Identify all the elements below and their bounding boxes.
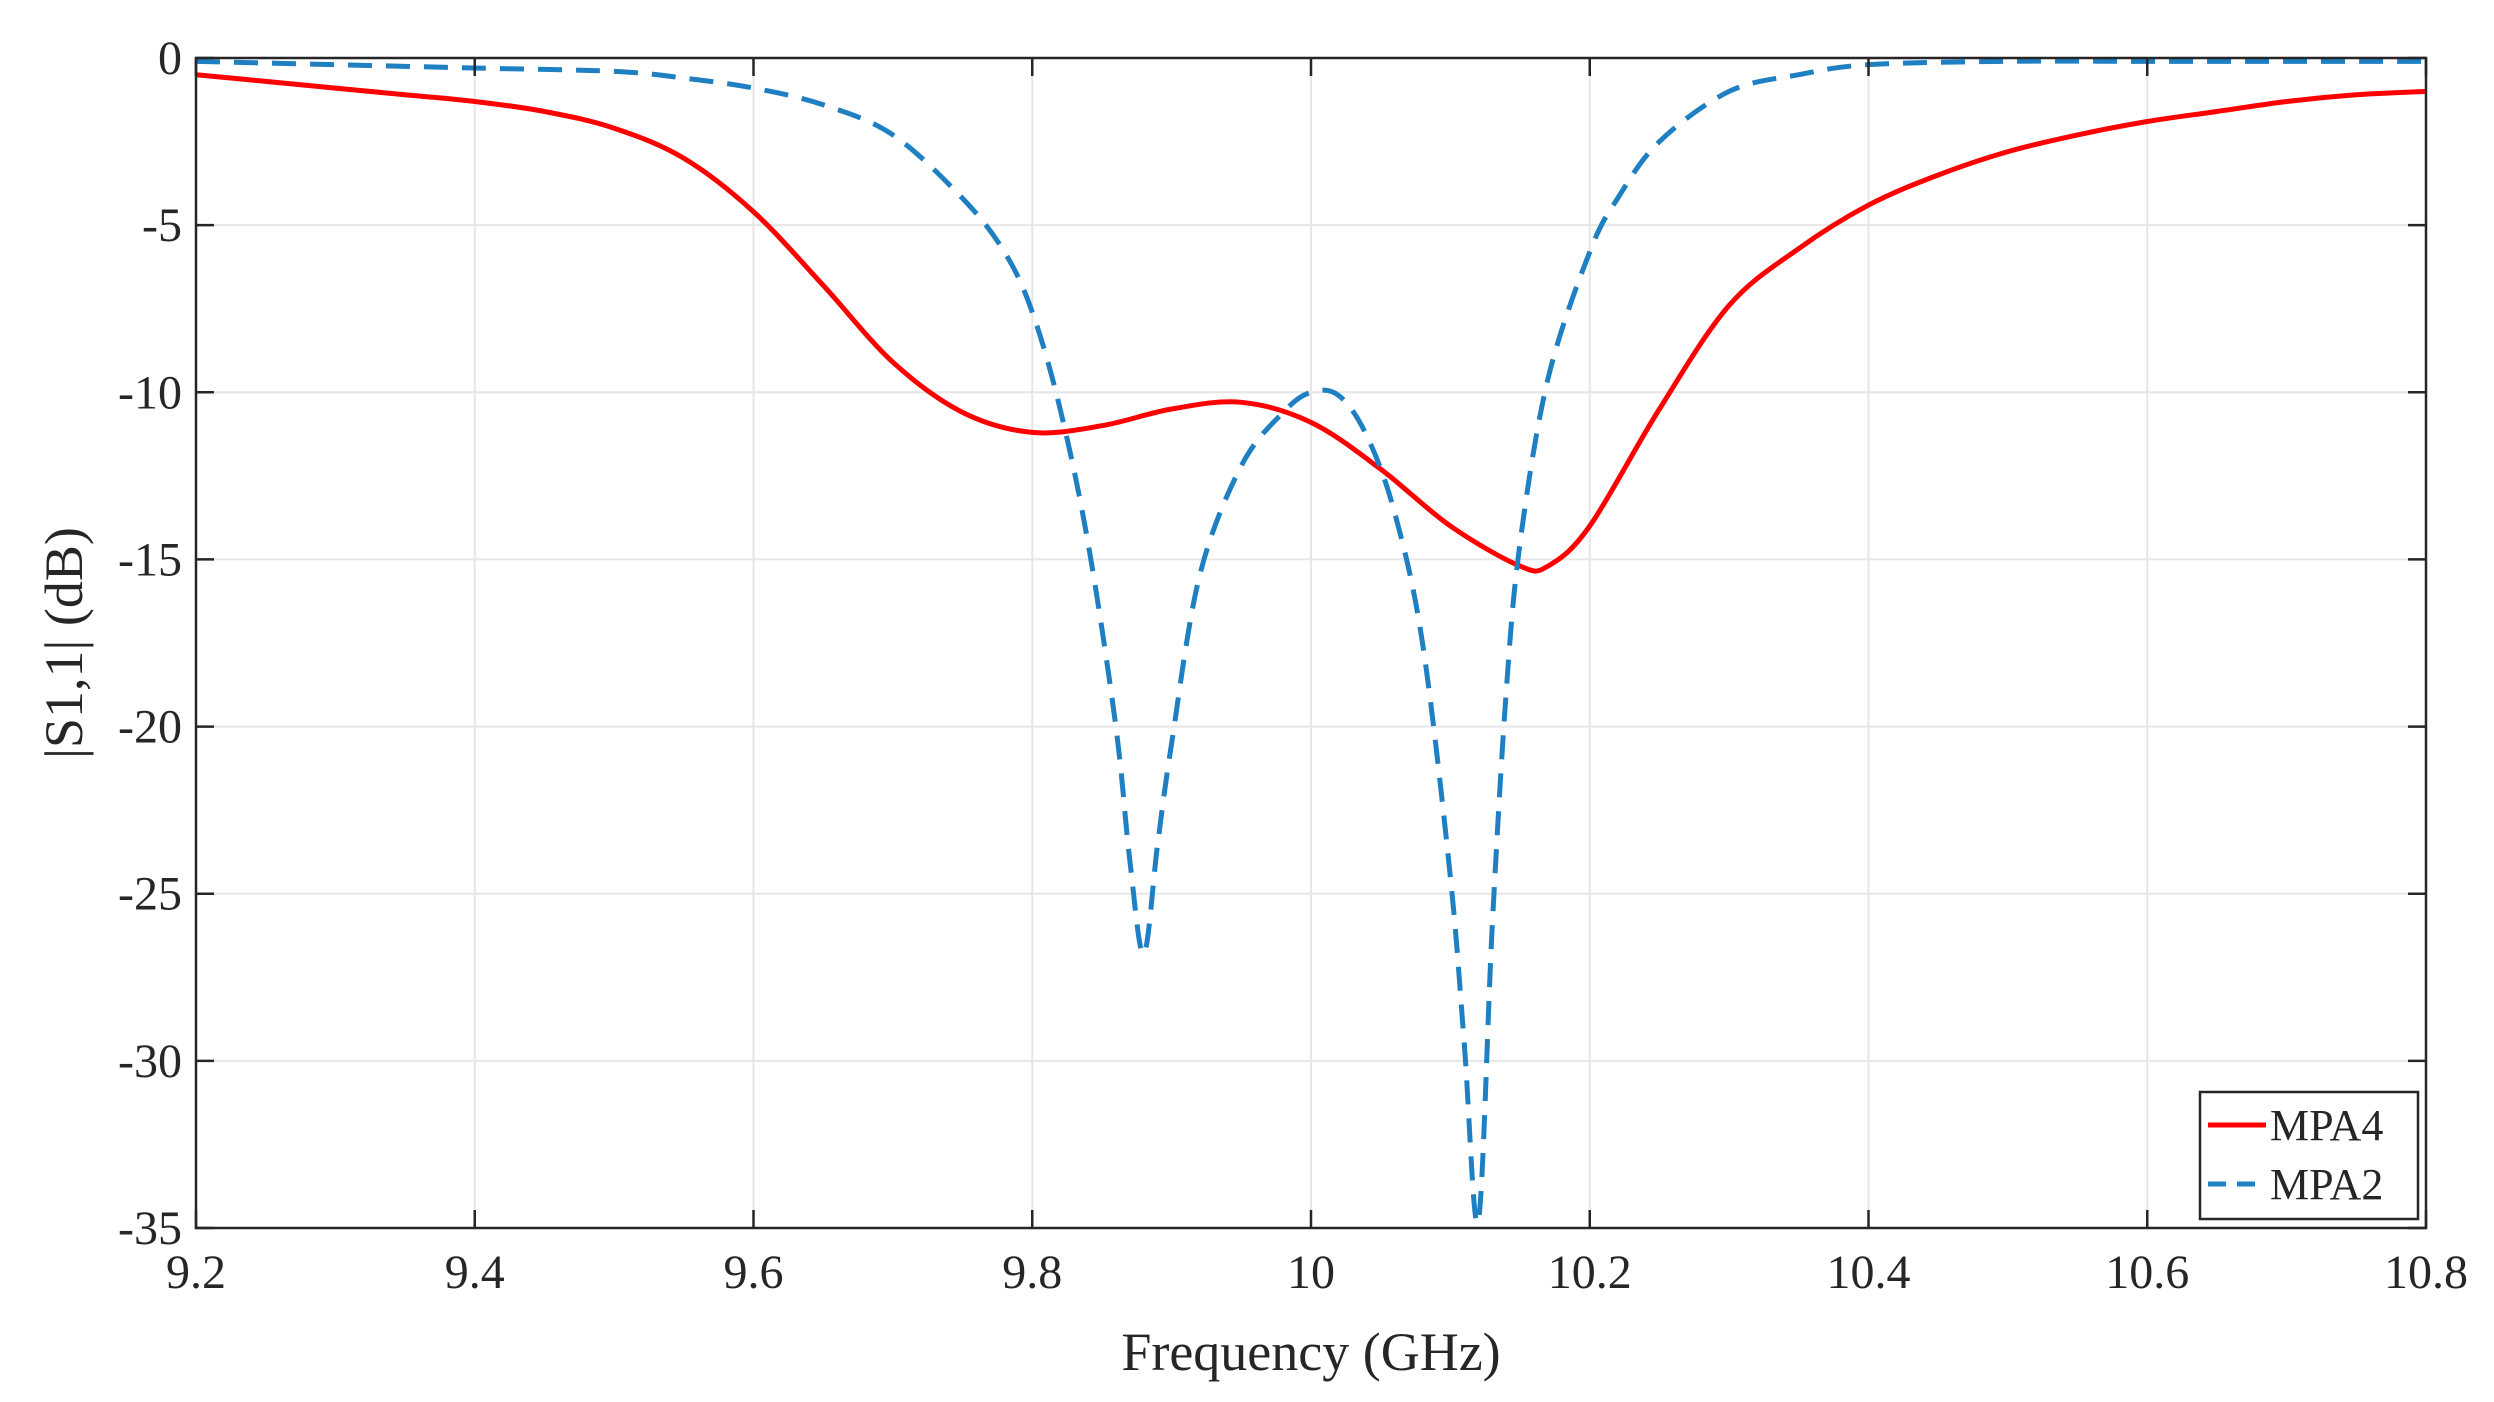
x-tick-labels: 9.2 9.4 9.6 9.8 10 10.2 10.4 10.6 10.8 bbox=[166, 1246, 2468, 1299]
x-tick-label: 9.6 bbox=[724, 1246, 784, 1299]
x-tick-label: 10 bbox=[1287, 1246, 1335, 1299]
grid bbox=[195, 57, 2427, 1229]
series-layer bbox=[195, 58, 2427, 1226]
y-tick-label: 0 bbox=[158, 32, 182, 85]
y-axis-title: |S1,1| (dB) bbox=[34, 527, 94, 759]
x-tick-label: 9.8 bbox=[1002, 1246, 1062, 1299]
tick-marks bbox=[194, 56, 2428, 1230]
y-tick-label: -10 bbox=[118, 366, 182, 419]
legend: MPA4 MPA2 bbox=[2198, 1090, 2420, 1221]
y-tick-label: -15 bbox=[118, 533, 182, 586]
x-tick-label: 10.8 bbox=[2384, 1246, 2468, 1299]
x-tick-label: 10.4 bbox=[1827, 1246, 1911, 1299]
y-tick-label: -20 bbox=[118, 701, 182, 754]
legend-box bbox=[2198, 1090, 2420, 1221]
y-tick-label: -5 bbox=[142, 199, 182, 252]
legend-label-mpa4: MPA4 bbox=[2270, 1101, 2383, 1150]
y-tick-label: -35 bbox=[118, 1202, 182, 1255]
series-line-mpa4 bbox=[195, 72, 2427, 574]
x-tick-label: 10.6 bbox=[2105, 1246, 2189, 1299]
y-tick-labels: 0 -5 -10 -15 -20 -25 -30 -35 bbox=[118, 32, 182, 1255]
x-tick-label: 9.2 bbox=[166, 1246, 226, 1299]
y-tick-label: -30 bbox=[118, 1035, 182, 1088]
series-line-mpa2 bbox=[195, 58, 2426, 1226]
x-tick-label: 9.4 bbox=[445, 1246, 505, 1299]
x-axis-title: Frequency (GHz) bbox=[1121, 1322, 1500, 1382]
legend-label-mpa2: MPA2 bbox=[2270, 1160, 2383, 1209]
x-tick-label: 10.2 bbox=[1548, 1246, 1632, 1299]
y-tick-label: -25 bbox=[118, 868, 182, 921]
